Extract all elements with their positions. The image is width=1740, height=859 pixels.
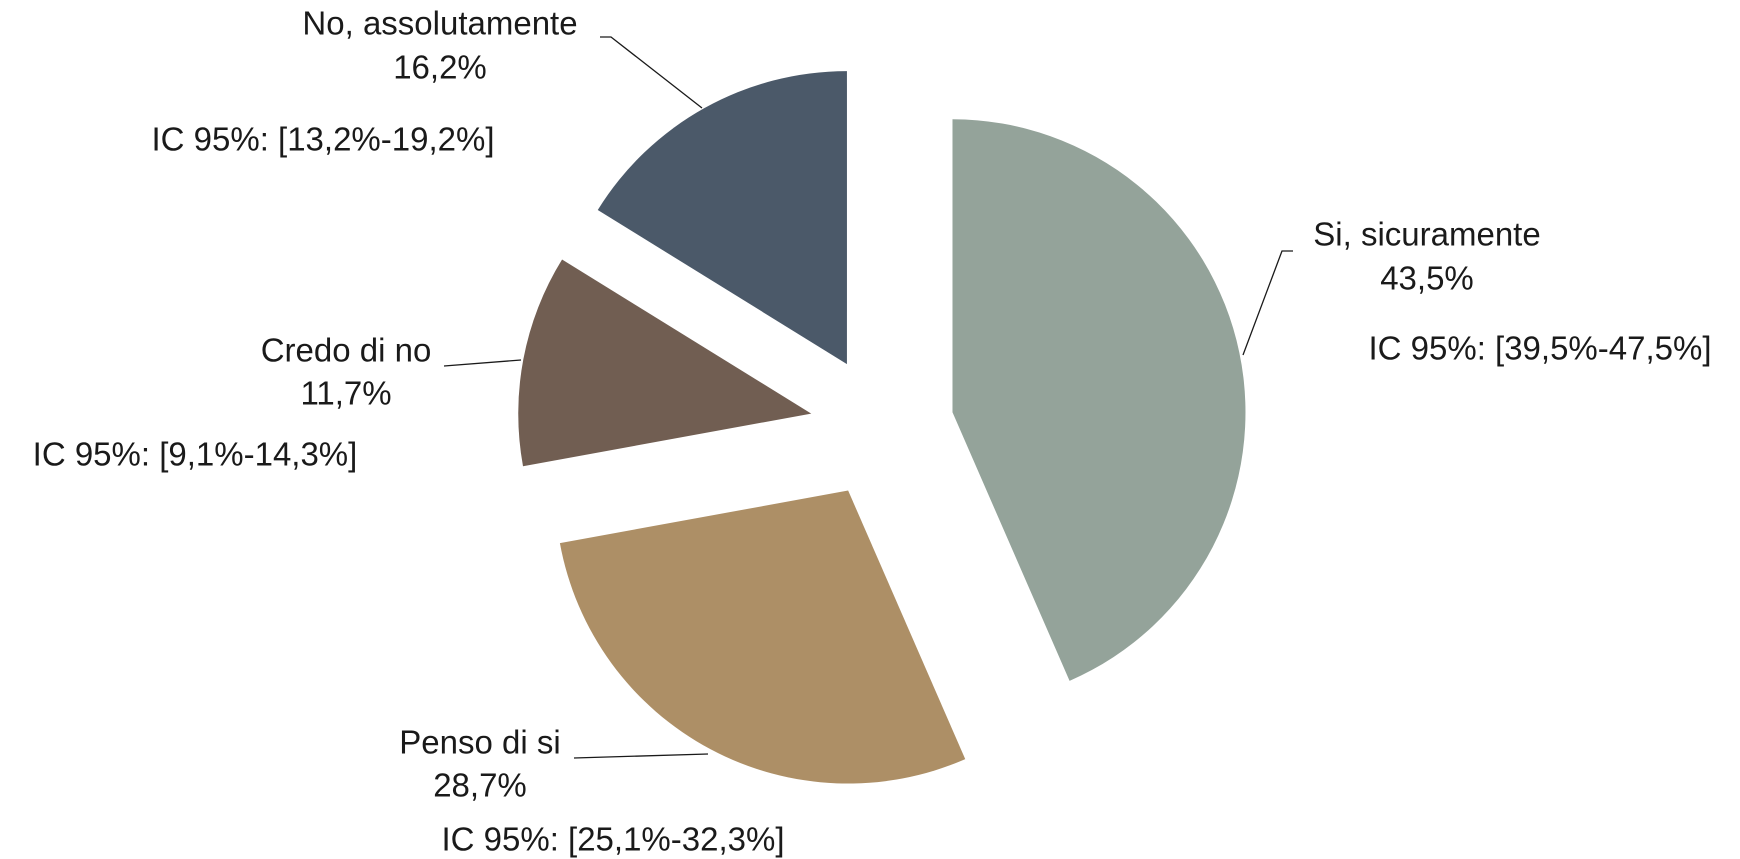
slice-label: Si, sicuramente [1313,216,1540,253]
slice-interval: IC 95%: [25,1%-32,3%] [441,821,784,858]
slice-interval: IC 95%: [9,1%-14,3%] [33,436,358,473]
slice-value-label: 28,7% [433,767,527,804]
leader-line [1242,250,1293,356]
slice-value-label: 16,2% [393,49,487,86]
slice-label: Credo di no [261,332,432,369]
pie-slice [518,259,812,467]
slice-label: No, assolutamente [302,5,577,42]
slice-label: Penso di si [399,724,560,761]
leader-line [443,359,522,367]
slice-value-label: 43,5% [1380,260,1474,297]
slice-interval: IC 95%: [39,5%-47,5%] [1368,330,1711,367]
leader-line [573,753,709,759]
leader-line [600,36,703,109]
pie-slice [952,119,1246,681]
slice-value-label: 11,7% [300,375,391,412]
slice-interval: IC 95%: [13,2%-19,2%] [151,121,494,158]
pie-slice [559,490,966,784]
pie-slice [597,71,847,365]
